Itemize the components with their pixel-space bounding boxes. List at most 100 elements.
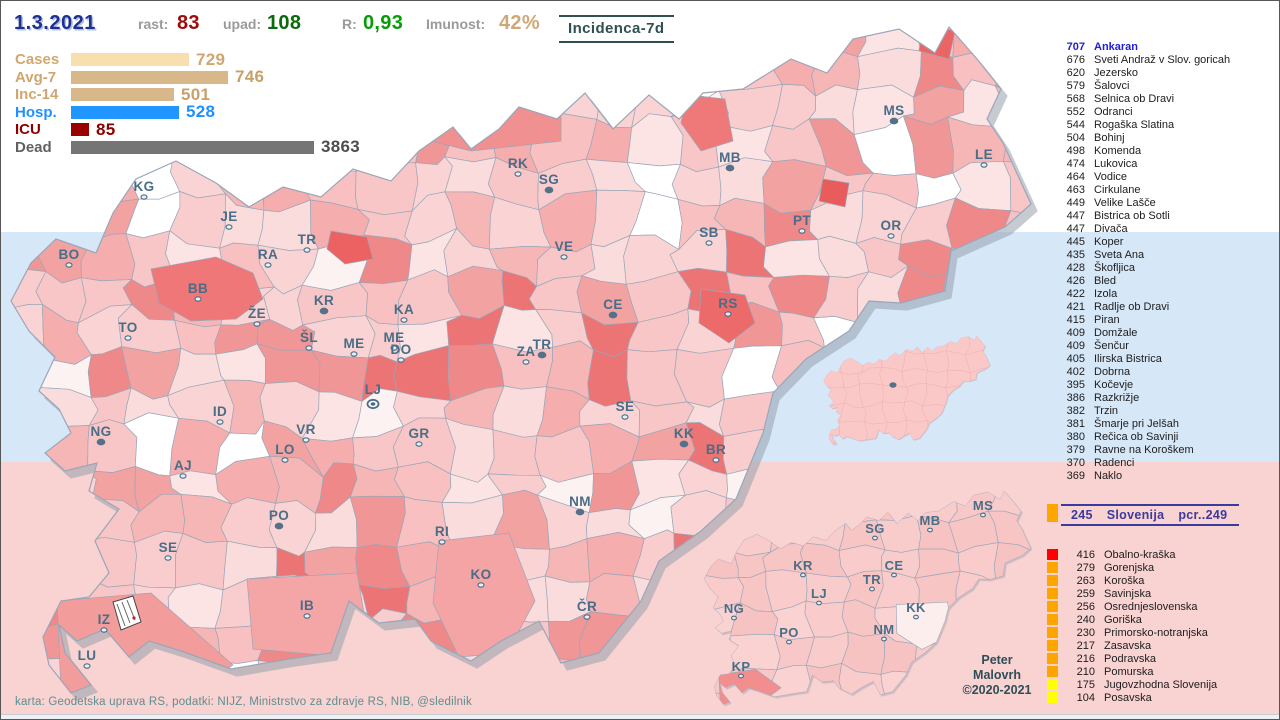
municipality-row[interactable]: 379 Ravne na Koroškem: [1047, 444, 1230, 457]
region-row[interactable]: 175 Jugovzhodna Slovenija: [1047, 678, 1217, 691]
region-row[interactable]: 230 Primorsko-notranjska: [1047, 626, 1217, 639]
municipality-row[interactable]: 369 Naklo: [1047, 470, 1230, 483]
region-row[interactable]: 240 Goriška: [1047, 613, 1217, 626]
municipality-row[interactable]: 422 Izola: [1047, 288, 1230, 301]
municipality-name: Izola: [1094, 288, 1118, 300]
map-cell: [845, 491, 877, 522]
map-cell: [443, 156, 497, 198]
municipality-row[interactable]: 498 Komenda: [1047, 145, 1230, 158]
region-name: Jugovzhodna Slovenija: [1104, 678, 1218, 691]
municipality-value: 676: [1066, 54, 1085, 66]
map-label-KK: KK: [906, 600, 926, 615]
city-marker: [124, 335, 132, 341]
municipality-value: 620: [1066, 67, 1085, 79]
map-cell: [769, 460, 825, 514]
upad-value: 108: [267, 12, 302, 34]
region-row[interactable]: 263 Koroška: [1047, 574, 1217, 587]
region-row[interactable]: 210 Pomurska: [1047, 665, 1217, 678]
city-marker: [194, 296, 202, 302]
municipality-row[interactable]: 428 Škofljica: [1047, 262, 1230, 275]
region-value: 256: [1076, 600, 1095, 613]
municipality-name: Trzin: [1094, 405, 1119, 417]
city-marker: [621, 414, 629, 420]
map-cell: [994, 85, 1031, 131]
region-row[interactable]: 217 Zasavska: [1047, 639, 1217, 652]
map-cell: [672, 37, 720, 98]
municipality-row[interactable]: 415 Piran: [1047, 314, 1230, 327]
municipality-row[interactable]: 552 Odranci: [1047, 106, 1230, 119]
municipality-row[interactable]: 463 Cirkulane: [1047, 184, 1230, 197]
city-marker: [281, 457, 289, 463]
municipality-row[interactable]: 435 Sveta Ana: [1047, 249, 1230, 262]
region-row[interactable]: 259 Savinjska: [1047, 587, 1217, 600]
map-cell: [998, 27, 1031, 60]
region-color-square: [1047, 679, 1058, 690]
municipality-row[interactable]: 447 Bistrica ob Sotli: [1047, 210, 1230, 223]
map-cell: [988, 383, 990, 409]
stat-bar: [71, 140, 314, 154]
city-marker: [253, 321, 261, 327]
municipality-value: 707: [1066, 41, 1085, 53]
map-label-CE: CE: [603, 297, 623, 312]
municipality-row[interactable]: 464 Vodice: [1047, 171, 1230, 184]
municipality-row[interactable]: 568 Selnica ob Dravi: [1047, 93, 1230, 106]
municipality-row[interactable]: 409 Šenčur: [1047, 340, 1230, 353]
municipality-value: 435: [1066, 249, 1085, 261]
region-name: Primorsko-notranjska: [1104, 626, 1208, 639]
map-label-ŠL: ŠL: [300, 330, 318, 345]
municipality-row[interactable]: 402 Dobrna: [1047, 366, 1230, 379]
municipality-row[interactable]: 474 Lukovica: [1047, 158, 1230, 171]
municipality-row[interactable]: 421 Radlje ob Dravi: [1047, 301, 1230, 314]
region-row[interactable]: 416 Obalno-kraška: [1047, 548, 1217, 561]
slovenia-summary-text: 245 Slovenija pcr..249: [1061, 504, 1240, 526]
city-marker: [980, 162, 988, 168]
map-label-LJ: LJ: [811, 586, 827, 601]
municipality-value: 552: [1066, 106, 1085, 118]
municipality-row[interactable]: 382 Trzin: [1047, 405, 1230, 418]
municipality-row[interactable]: 381 Šmarje pri Jelšah: [1047, 418, 1230, 431]
municipality-row[interactable]: 620 Jezersko: [1047, 67, 1230, 80]
municipality-name: Radenci: [1094, 457, 1135, 469]
inset-labels-layer: SG MB MS KR CE TR LJ KK NG NM PO KP: [724, 498, 993, 679]
municipality-row[interactable]: 370 Radenci: [1047, 457, 1230, 470]
municipality-row[interactable]: 409 Domžale: [1047, 327, 1230, 340]
map-label-ME: ME: [383, 330, 404, 345]
map-cell: [733, 695, 774, 705]
region-row[interactable]: 256 Osrednjeslovenska: [1047, 600, 1217, 613]
municipality-row[interactable]: 426 Bled: [1047, 275, 1230, 288]
map-cell: [11, 503, 44, 537]
city-marker: [522, 359, 530, 365]
municipality-value: 369: [1066, 470, 1085, 482]
city-marker: [544, 186, 554, 194]
map-cell: [989, 570, 1031, 614]
map-cell: [11, 533, 44, 584]
region-row[interactable]: 279 Gorenjska: [1047, 561, 1217, 574]
municipality-row[interactable]: 544 Rogaška Slatina: [1047, 119, 1230, 132]
municipality-row[interactable]: 579 Šalovci: [1047, 80, 1230, 93]
region-name: Pomurska: [1104, 665, 1154, 678]
municipality-row[interactable]: 504 Bohinj: [1047, 132, 1230, 145]
city-marker-core: [370, 402, 376, 406]
map-cell: [442, 648, 509, 693]
municipality-row[interactable]: 676 Sveti Andraž v Slov. goricah: [1047, 54, 1231, 67]
municipality-row[interactable]: 386 Razkrižje: [1047, 392, 1230, 405]
region-row[interactable]: 216 Podravska: [1047, 652, 1217, 665]
municipality-row[interactable]: 405 Ilirska Bistrica: [1047, 353, 1230, 366]
region-color-square: [1047, 588, 1058, 599]
map-label-NG: NG: [724, 601, 744, 616]
map-cell: [987, 336, 990, 354]
municipality-name: Sveta Ana: [1094, 249, 1145, 261]
municipality-row[interactable]: 707 Ankaran: [1047, 41, 1230, 54]
municipality-value: 382: [1066, 405, 1085, 417]
municipality-row[interactable]: 395 Kočevje: [1047, 379, 1230, 392]
municipality-row[interactable]: 380 Rečica ob Savinji: [1047, 431, 1230, 444]
municipality-row[interactable]: 447 Divača: [1047, 223, 1230, 236]
municipality-row[interactable]: 445 Koper: [1047, 236, 1230, 249]
map-label-SG: SG: [539, 172, 559, 187]
municipality-value: 568: [1066, 93, 1085, 105]
map-cell: [771, 27, 827, 58]
incidenca-7d-toggle[interactable]: Incidenca-7d: [559, 15, 674, 43]
coast-detail-icon: [112, 595, 142, 631]
region-row[interactable]: 104 Posavska: [1047, 691, 1217, 704]
municipality-row[interactable]: 449 Velike Lašče: [1047, 197, 1230, 210]
